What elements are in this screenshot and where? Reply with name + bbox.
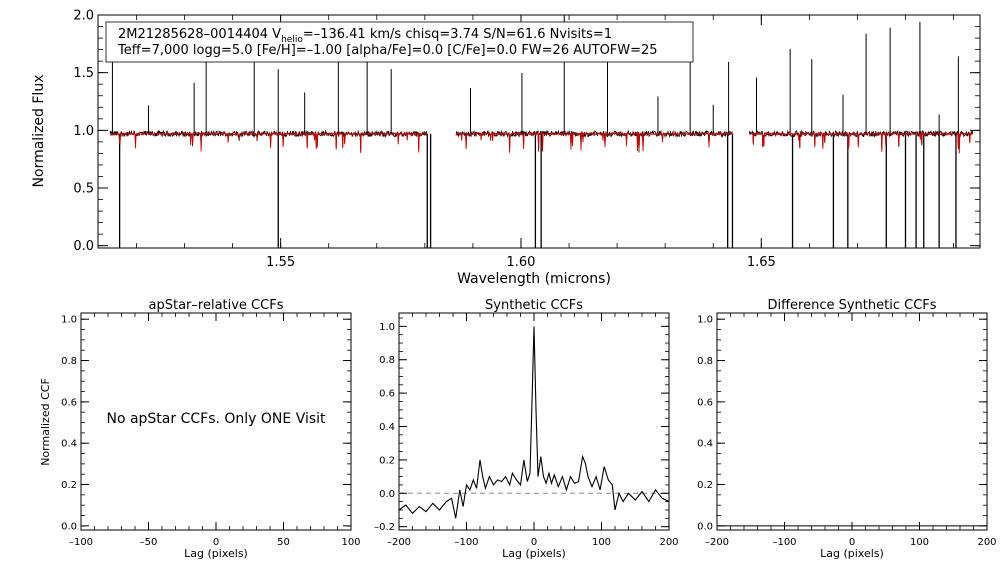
y-tick-label: 0.2	[379, 455, 395, 466]
x-tick-label: 100	[910, 537, 929, 548]
spectrum-model-line	[109, 131, 974, 154]
y-tick-label: 2.0	[73, 9, 94, 24]
y-tick-label: 0.0	[73, 239, 94, 254]
y-tick-label: 1.5	[73, 66, 94, 81]
x-tick-label: 200	[977, 537, 996, 548]
x-tick-label: 1.55	[266, 255, 295, 270]
x-tick-label: –100	[69, 537, 93, 548]
y-tick-label: 1.0	[697, 315, 713, 326]
y-tick-label: 0.8	[379, 355, 395, 366]
x-tick-label: 100	[341, 537, 360, 548]
apstar-ccf-panel: –100 –50 0 50 100 0.0 0.2 0.4 0.6 0.8 1.0 apStar–r…	[39, 298, 361, 560]
annotation-box	[105, 21, 694, 63]
y-tick-label: 1.0	[73, 124, 94, 139]
x-tick-label: 0	[849, 537, 855, 548]
synthetic-ccf-ticks: –200 –100 0 100 200 –0.2 0.0 0.2 0.4 0.6 0.8 1.0	[374, 313, 679, 548]
spectrum-panel: 1.55 1.60 1.65 0.0 0.5 1.0 1.5 2.0 2M21285628–0…	[31, 9, 981, 287]
y-tick-label: 0.0	[61, 521, 77, 532]
spectrum-frame	[97, 14, 981, 249]
annotation-line-2: Teff=7,000 logg=5.0 [Fe/H]=–1.00 [alpha/…	[117, 43, 658, 58]
x-tick-label: 100	[592, 537, 611, 548]
y-tick-label: 0.6	[61, 397, 77, 408]
spectrum-ylabel: Normalized Flux	[31, 75, 47, 188]
x-tick-label: 200	[659, 537, 678, 548]
x-tick-label: 1.60	[506, 255, 535, 270]
y-tick-label: 0.8	[61, 356, 77, 367]
spectrum-model-segment	[455, 131, 733, 153]
spectrum-model-segment	[109, 131, 428, 154]
y-tick-label: 0.2	[697, 480, 713, 491]
y-tick-label: 0.4	[697, 439, 713, 450]
y-tick-label: –0.2	[374, 522, 395, 533]
x-tick-label: 50	[277, 537, 290, 548]
x-tick-label: 0	[531, 537, 537, 548]
y-tick-label: 0.4	[61, 439, 77, 450]
y-tick-label: 1.0	[379, 322, 395, 333]
x-tick-label: –200	[387, 537, 411, 548]
y-tick-label: 0.2	[61, 480, 77, 491]
x-tick-label: –100	[772, 537, 796, 548]
y-tick-label: 0.0	[379, 489, 395, 500]
y-tick-label: 0.6	[379, 389, 395, 400]
synthetic-ccf-line	[398, 326, 670, 519]
synthetic-ccf-xlabel: Lag (pixels)	[502, 547, 566, 560]
spectrum-model-segment	[748, 131, 974, 154]
synthetic-ccf-title: Synthetic CCFs	[485, 298, 583, 313]
apstar-ccf-ylabel: Normalized CCF	[39, 378, 52, 466]
y-tick-label: 0.0	[697, 521, 713, 532]
x-tick-label: –100	[454, 537, 478, 548]
apstar-ccf-xlabel: Lag (pixels)	[184, 547, 248, 560]
x-tick-label: –200	[705, 537, 729, 548]
y-tick-label: 1.0	[61, 315, 77, 326]
annotation-line-1: 2M21285628–0014404 Vhelio=–136.41 km/s c…	[118, 27, 612, 45]
apstar-ccf-ticks: –100 –50 0 50 100 0.0 0.2 0.4 0.6 0.8 1.0	[61, 313, 361, 548]
y-tick-label: 0.6	[697, 397, 713, 408]
apstar-ccf-title: apStar–relative CCFs	[149, 298, 284, 313]
x-tick-label: 1.65	[747, 255, 776, 270]
x-tick-label: –50	[140, 537, 158, 548]
apstar-ccf-message: No apStar CCFs. Only ONE Visit	[106, 411, 326, 427]
y-tick-label: 0.8	[697, 356, 713, 367]
difference-ccf-panel: –200 –100 0 100 200 0.0 0.2 0.4 0.6 0.8 1.0 Differ…	[697, 298, 996, 560]
synthetic-ccf-panel: –200 –100 0 100 200 –0.2 0.0 0.2 0.4 0.6 0.8 1.0 Sy…	[374, 298, 678, 560]
difference-ccf-title: Difference Synthetic CCFs	[767, 298, 936, 313]
difference-ccf-xlabel: Lag (pixels)	[820, 547, 884, 560]
spectrum-ticks: 1.55 1.60 1.65 0.0 0.5 1.0 1.5 2.0	[73, 9, 980, 270]
y-tick-label: 0.4	[379, 422, 395, 433]
difference-ccf-ticks: –200 –100 0 100 200 0.0 0.2 0.4 0.6 0.8 1.0	[697, 313, 997, 548]
spectrum-xlabel: Wavelength (microns)	[457, 271, 611, 287]
x-tick-label: 0	[213, 537, 219, 548]
y-tick-label: 0.5	[73, 182, 94, 197]
